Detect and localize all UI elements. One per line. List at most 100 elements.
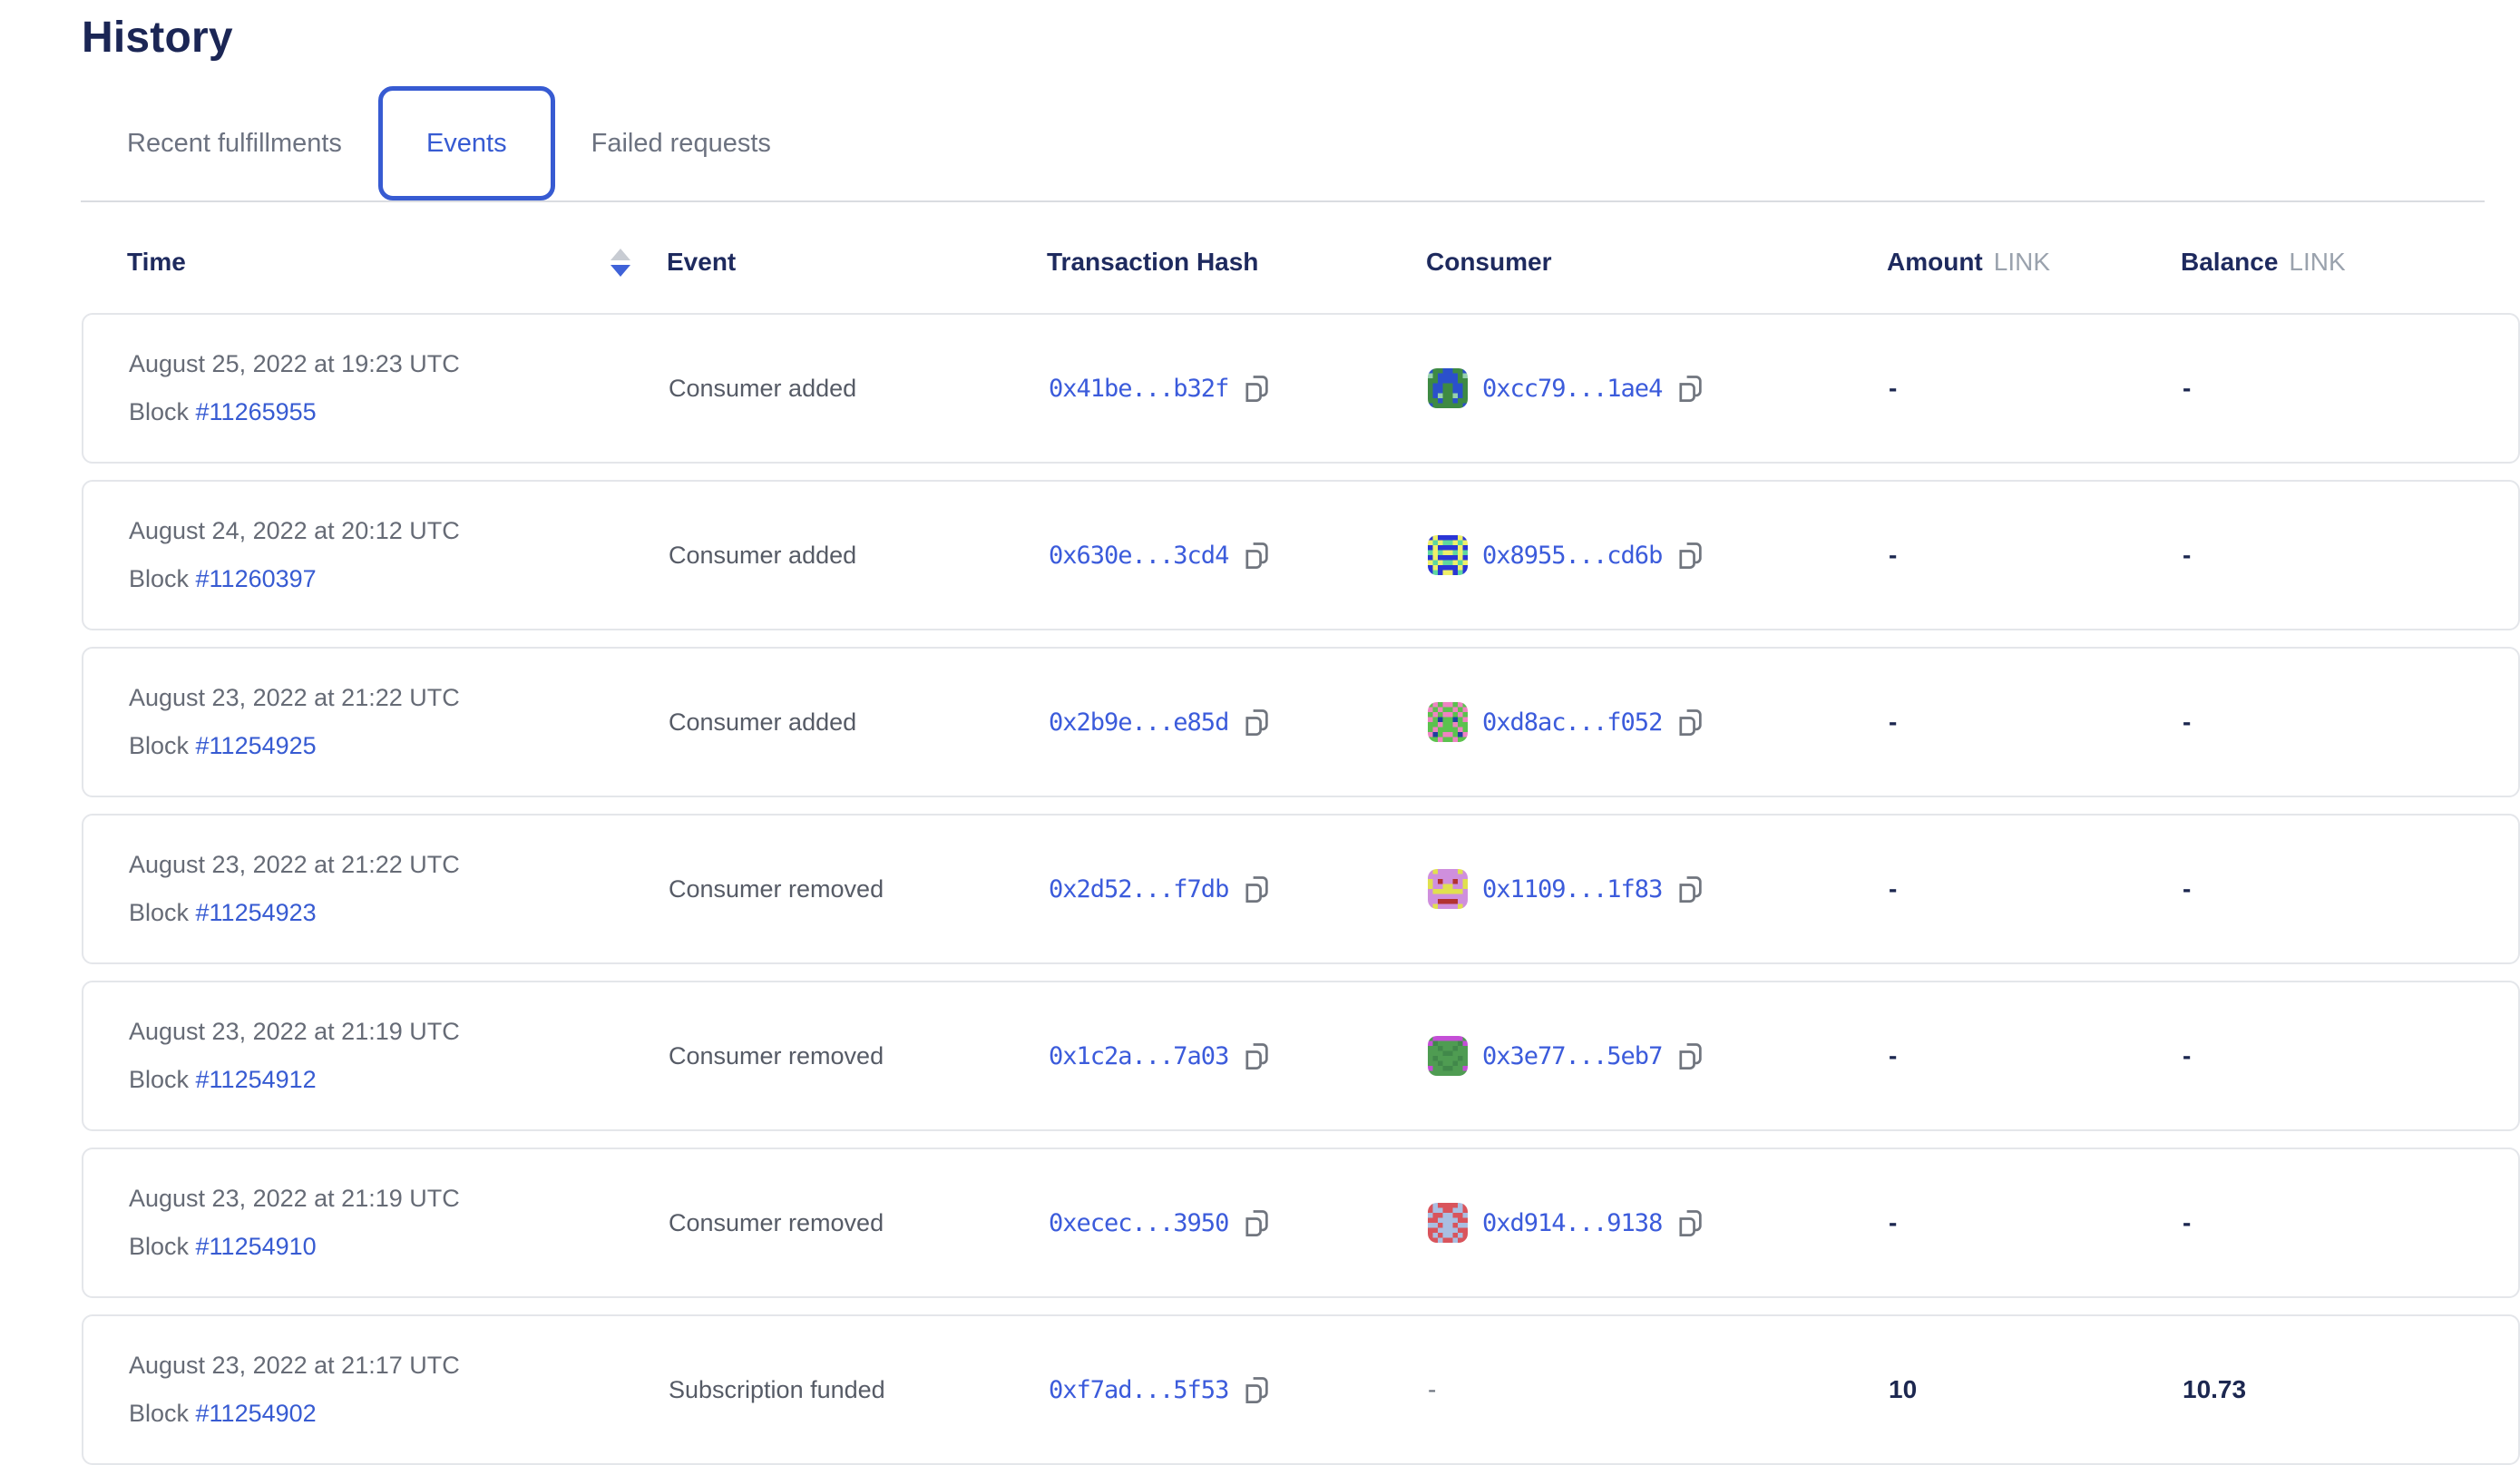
copy-consumer-address-button[interactable]: [1676, 874, 1704, 904]
block-number-link[interactable]: #11260397: [195, 565, 317, 592]
event-type: Consumer removed: [669, 1041, 884, 1069]
amount-value: -: [1889, 374, 1898, 402]
transaction-hash-link[interactable]: 0x630e...3cd4: [1049, 541, 1229, 570]
table-row: August 23, 2022 at 21:19 UTC Block #1125…: [82, 1148, 2520, 1298]
table-row: August 25, 2022 at 19:23 UTC Block #1126…: [82, 313, 2520, 464]
consumer-address-link[interactable]: 0xd8ac...f052: [1482, 708, 1663, 737]
amount-value: -: [1889, 1208, 1898, 1236]
consumer-avatar: [1428, 869, 1468, 909]
copy-icon: [1245, 876, 1269, 903]
copy-transaction-hash-button[interactable]: [1243, 707, 1270, 737]
consumer-avatar: [1428, 368, 1468, 408]
event-date: August 23, 2022 at 21:22 UTC: [129, 851, 460, 878]
consumer-address-link[interactable]: 0xd914...9138: [1482, 1208, 1663, 1237]
copy-consumer-address-button[interactable]: [1676, 707, 1704, 737]
sort-up-arrow-icon: [610, 248, 630, 260]
block-line: Block #11265955: [129, 398, 317, 425]
copy-icon: [1245, 709, 1269, 736]
copy-consumer-address-button[interactable]: [1676, 373, 1704, 404]
copy-consumer-address-button[interactable]: [1676, 1040, 1704, 1071]
events-table-body: August 25, 2022 at 19:23 UTC Block #1126…: [82, 313, 2520, 1465]
transaction-hash-link[interactable]: 0x2b9e...e85d: [1049, 708, 1229, 737]
consumer-avatar: [1428, 1036, 1468, 1076]
balance-value: -: [2183, 374, 2192, 402]
transaction-hash-cell: 0x1c2a...7a03: [1049, 1040, 1428, 1071]
copy-consumer-address-button[interactable]: [1676, 1207, 1704, 1238]
copy-icon: [1679, 1210, 1703, 1236]
column-header-time[interactable]: Time: [127, 248, 667, 277]
copy-icon: [1679, 876, 1703, 903]
block-line: Block #11254925: [129, 732, 317, 759]
balance-value: -: [2183, 874, 2192, 903]
block-number-link[interactable]: #11254923: [195, 899, 317, 926]
table-row: August 23, 2022 at 21:19 UTC Block #1125…: [82, 981, 2520, 1131]
history-page: History Recent fulfillments Events Faile…: [81, 0, 2520, 1465]
block-number-link[interactable]: #11254912: [195, 1066, 317, 1093]
tab-recent-fulfillments[interactable]: Recent fulfillments: [127, 128, 342, 158]
transaction-hash-link[interactable]: 0x2d52...f7db: [1049, 874, 1229, 903]
copy-icon: [1679, 376, 1703, 402]
transaction-hash-link[interactable]: 0xecec...3950: [1049, 1208, 1229, 1237]
transaction-hash-link[interactable]: 0x41be...b32f: [1049, 374, 1229, 403]
column-header-event: Event: [667, 248, 737, 276]
transaction-hash-link[interactable]: 0xf7ad...5f53: [1049, 1375, 1229, 1404]
event-date: August 23, 2022 at 21:22 UTC: [129, 684, 460, 711]
consumer-address-link[interactable]: 0x3e77...5eb7: [1482, 1041, 1663, 1070]
copy-transaction-hash-button[interactable]: [1243, 1374, 1270, 1405]
block-line: Block #11260397: [129, 565, 317, 592]
copy-icon: [1679, 1043, 1703, 1069]
time-cell: August 25, 2022 at 19:23 UTC Block #1126…: [129, 350, 669, 426]
table-row: August 23, 2022 at 21:22 UTC Block #1125…: [82, 814, 2520, 964]
amount-value: -: [1889, 1041, 1898, 1069]
transaction-hash-cell: 0x2b9e...e85d: [1049, 707, 1428, 737]
time-cell: August 23, 2022 at 21:22 UTC Block #1125…: [129, 684, 669, 760]
copy-icon: [1245, 1210, 1269, 1236]
copy-transaction-hash-button[interactable]: [1243, 540, 1270, 571]
consumer-avatar: [1428, 1203, 1468, 1243]
amount-value: 10: [1889, 1375, 1918, 1403]
time-cell: August 24, 2022 at 20:12 UTC Block #1126…: [129, 517, 669, 593]
balance-value: -: [2183, 1208, 2192, 1236]
block-number-link[interactable]: #11254902: [195, 1400, 317, 1427]
tab-events[interactable]: Events: [377, 86, 555, 200]
sort-down-arrow-icon: [610, 264, 630, 277]
copy-consumer-address-button[interactable]: [1676, 540, 1704, 571]
time-header-label: Time: [127, 248, 186, 276]
balance-unit-label: LINK: [2289, 248, 2346, 276]
event-type: Consumer removed: [669, 874, 884, 903]
copy-icon: [1679, 542, 1703, 569]
event-type: Subscription funded: [669, 1375, 885, 1403]
copy-transaction-hash-button[interactable]: [1243, 874, 1270, 904]
table-row: August 24, 2022 at 20:12 UTC Block #1126…: [82, 480, 2520, 630]
transaction-hash-cell: 0xf7ad...5f53: [1049, 1374, 1428, 1405]
transaction-hash-cell: 0x2d52...f7db: [1049, 874, 1428, 904]
copy-transaction-hash-button[interactable]: [1243, 373, 1270, 404]
balance-value: -: [2183, 708, 2192, 736]
block-number-link[interactable]: #11254910: [195, 1233, 317, 1260]
block-number-link[interactable]: #11265955: [195, 398, 317, 425]
consumer-cell: 0x1109...1f83: [1428, 869, 1889, 909]
event-date: August 23, 2022 at 21:17 UTC: [129, 1352, 460, 1379]
consumer-address-link[interactable]: 0x8955...cd6b: [1482, 541, 1663, 570]
block-line: Block #11254923: [129, 899, 317, 926]
amount-value: -: [1889, 541, 1898, 569]
sort-icon[interactable]: [610, 248, 630, 277]
copy-icon: [1679, 709, 1703, 736]
event-date: August 23, 2022 at 21:19 UTC: [129, 1018, 460, 1045]
column-header-consumer: Consumer: [1426, 248, 1552, 276]
consumer-address-link[interactable]: 0x1109...1f83: [1482, 874, 1663, 903]
tab-failed-requests[interactable]: Failed requests: [591, 128, 771, 158]
block-line: Block #11254910: [129, 1233, 317, 1260]
copy-transaction-hash-button[interactable]: [1243, 1207, 1270, 1238]
event-date: August 24, 2022 at 20:12 UTC: [129, 517, 460, 544]
block-number-link[interactable]: #11254925: [195, 732, 317, 759]
event-type: Consumer added: [669, 541, 857, 569]
consumer-address-link[interactable]: 0xcc79...1ae4: [1482, 374, 1663, 403]
tabs-divider: [81, 200, 2485, 202]
consumer-cell: 0xd8ac...f052: [1428, 702, 1889, 742]
copy-transaction-hash-button[interactable]: [1243, 1040, 1270, 1071]
page-title: History: [82, 14, 233, 62]
balance-value: -: [2183, 541, 2192, 569]
transaction-hash-link[interactable]: 0x1c2a...7a03: [1049, 1041, 1229, 1070]
consumer-cell: 0x8955...cd6b: [1428, 535, 1889, 575]
